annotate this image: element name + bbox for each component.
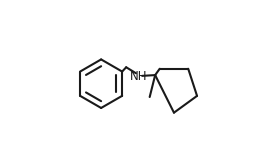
Text: NH: NH <box>130 70 148 83</box>
